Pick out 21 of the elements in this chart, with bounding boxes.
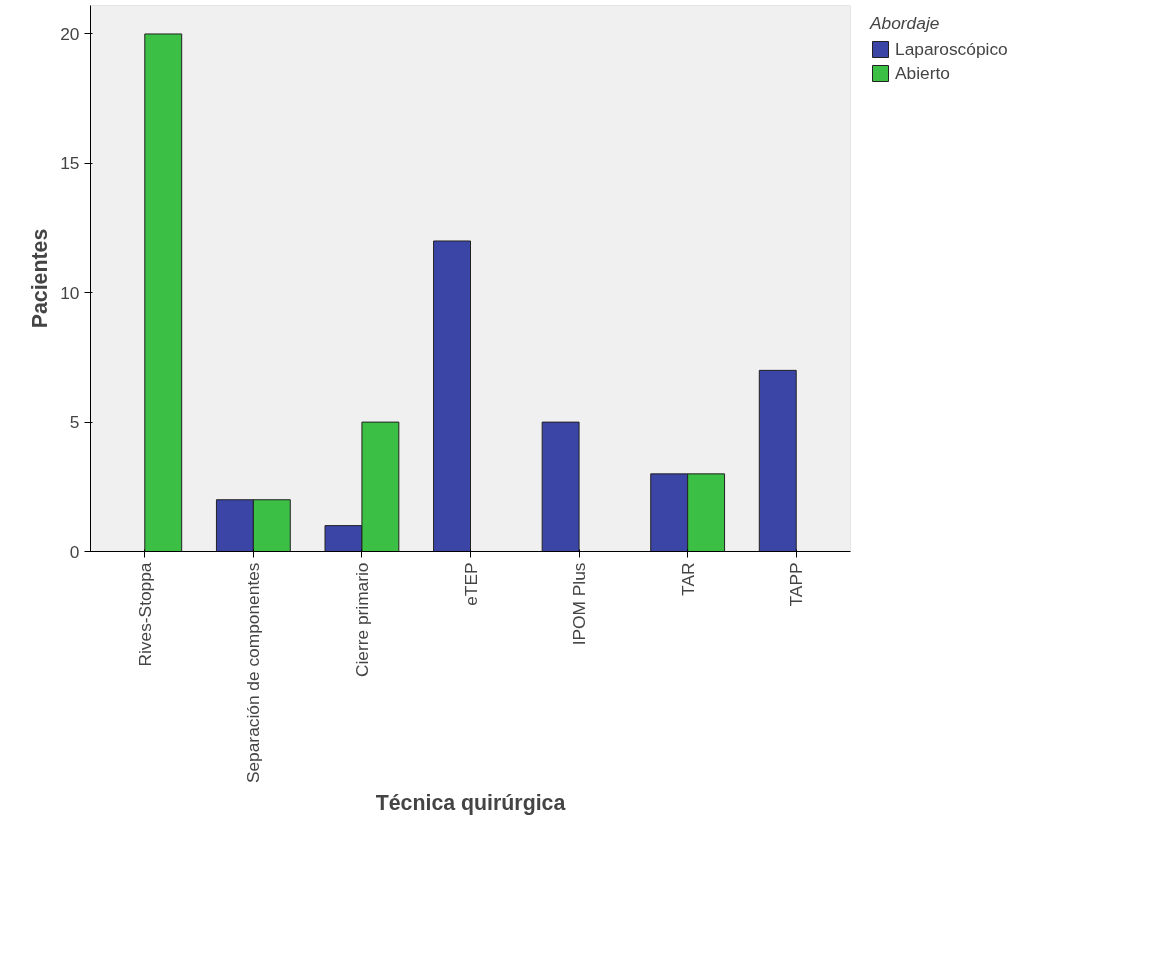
bar xyxy=(758,369,797,552)
y-tick-label: 20 xyxy=(60,23,80,44)
legend-label: Laparoscópico xyxy=(895,38,1008,60)
x-tick-label: TAPP xyxy=(786,562,807,607)
y-tick-label: 0 xyxy=(69,541,80,562)
legend-label: Abierto xyxy=(895,62,950,84)
x-axis-title: Técnica quirúrgica xyxy=(375,791,566,816)
x-tick-label: Rives-Stoppa xyxy=(134,562,155,667)
bar xyxy=(433,240,471,552)
bar xyxy=(541,421,580,552)
y-axis-title: Pacientes xyxy=(28,228,53,329)
x-tick-label: IPOM Plus xyxy=(569,562,590,646)
x-tick-label: TAR xyxy=(677,562,698,596)
legend-title: Abordaje xyxy=(870,12,941,34)
x-tick-label: eTEP xyxy=(460,562,481,606)
bar xyxy=(144,33,183,552)
x-tick-label: Separación de componentes xyxy=(243,562,264,784)
y-tick-label: 5 xyxy=(69,412,80,433)
y-tick-label: 10 xyxy=(60,282,80,303)
y-tick-label: 15 xyxy=(60,153,80,174)
x-tick-label: Cierre primario xyxy=(351,562,372,678)
